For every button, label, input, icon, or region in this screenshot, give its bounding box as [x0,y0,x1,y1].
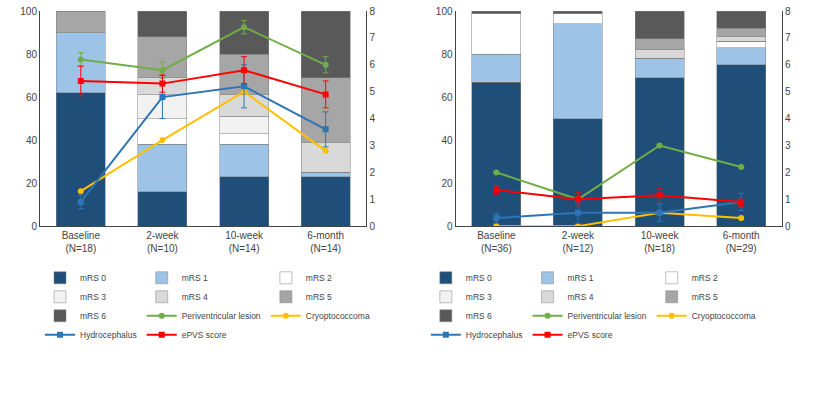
svg-text:3: 3 [785,140,791,151]
svg-text:100: 100 [436,6,453,17]
svg-text:60: 60 [26,92,38,103]
svg-text:40: 40 [441,135,453,146]
svg-text:2: 2 [785,167,791,178]
svg-text:5: 5 [369,86,375,97]
svg-text:mRS 1: mRS 1 [182,273,208,283]
svg-text:Cryoptococcoma: Cryoptococcoma [692,311,756,321]
svg-text:80: 80 [26,49,38,60]
svg-text:Hydrocephalus: Hydrocephalus [466,330,523,340]
svg-text:mRS 5: mRS 5 [306,292,332,302]
svg-text:4: 4 [785,113,791,124]
svg-text:0: 0 [447,221,453,232]
svg-text:mRS 5: mRS 5 [692,292,718,302]
svg-text:10-week(N=14): 10-week(N=14) [225,230,264,254]
svg-text:40: 40 [26,135,38,146]
svg-text:100: 100 [20,6,37,17]
svg-text:1: 1 [785,194,791,205]
svg-text:mRS 0: mRS 0 [80,273,106,283]
svg-text:2: 2 [369,167,375,178]
svg-text:Baseline(N=36): Baseline(N=36) [477,230,516,254]
svg-text:ePVS score: ePVS score [568,330,613,340]
svg-text:Periventricular lesion: Periventricular lesion [568,311,647,321]
svg-text:Hydrocephalus: Hydrocephalus [80,330,137,340]
svg-text:mRS 4: mRS 4 [568,292,594,302]
svg-text:80: 80 [441,49,453,60]
svg-text:60: 60 [441,92,453,103]
svg-text:mRS 1: mRS 1 [568,273,594,283]
svg-text:6: 6 [785,59,791,70]
svg-text:mRS 0: mRS 0 [466,273,492,283]
svg-text:6-month(N=14): 6-month(N=14) [307,230,344,254]
svg-text:mRS 3: mRS 3 [80,292,106,302]
svg-text:2-week(N=12): 2-week(N=12) [562,230,595,254]
svg-text:0: 0 [31,221,37,232]
svg-text:mRS 6: mRS 6 [466,311,492,321]
svg-text:Baseline(N=18): Baseline(N=18) [62,230,101,254]
svg-text:7: 7 [369,32,375,43]
svg-text:6-month(N=29): 6-month(N=29) [723,230,760,254]
svg-text:mRS 3: mRS 3 [466,292,492,302]
svg-text:Cryoptococcoma: Cryoptococcoma [306,311,370,321]
svg-text:mRS 2: mRS 2 [306,273,332,283]
svg-text:4: 4 [369,113,375,124]
svg-text:6: 6 [369,59,375,70]
svg-text:8: 8 [785,6,791,17]
svg-text:Periventricular lesion: Periventricular lesion [182,311,261,321]
svg-text:1: 1 [369,194,375,205]
svg-text:20: 20 [441,178,453,189]
svg-text:ePVS score: ePVS score [182,330,227,340]
svg-text:mRS 2: mRS 2 [692,273,718,283]
svg-text:mRS 6: mRS 6 [80,311,106,321]
svg-text:20: 20 [26,178,38,189]
svg-text:10-week(N=18): 10-week(N=18) [641,230,680,254]
svg-text:mRS 4: mRS 4 [182,292,208,302]
svg-text:5: 5 [785,86,791,97]
svg-text:0: 0 [369,221,375,232]
svg-text:0: 0 [785,221,791,232]
svg-text:8: 8 [369,6,375,17]
svg-text:2-week(N=10): 2-week(N=10) [146,230,179,254]
svg-text:7: 7 [785,32,791,43]
svg-text:3: 3 [369,140,375,151]
